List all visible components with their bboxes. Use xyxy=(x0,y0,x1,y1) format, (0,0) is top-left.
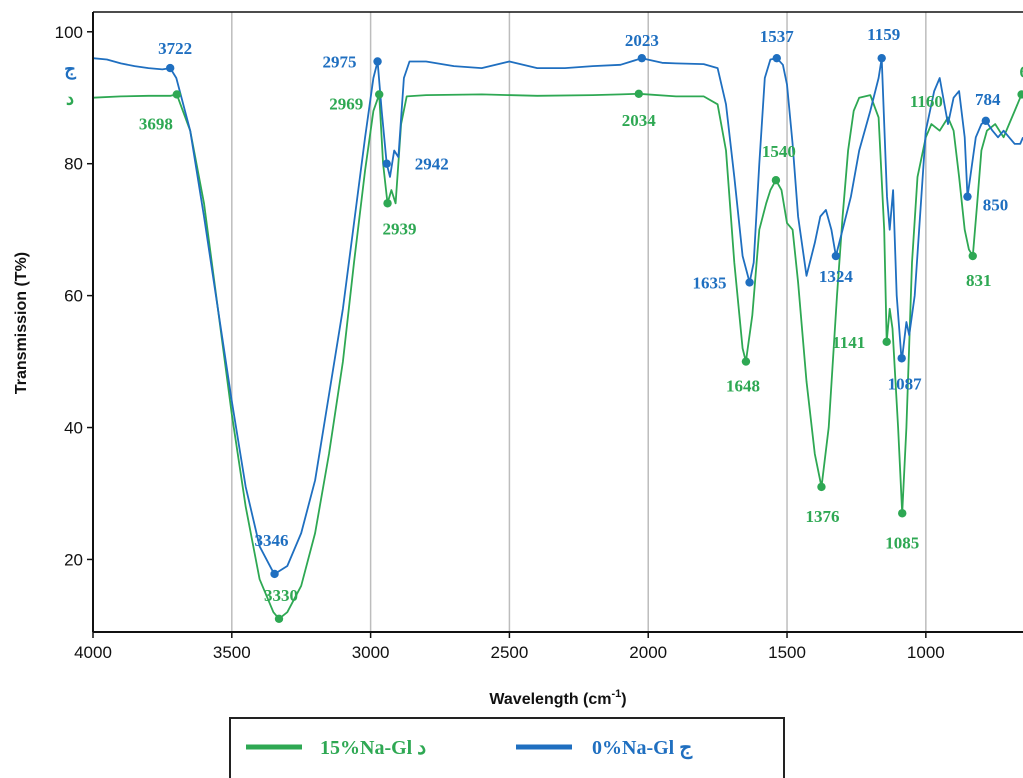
peak-label-3698: 3698 xyxy=(139,114,173,133)
grid xyxy=(231,12,927,632)
peak-marker-2 xyxy=(373,57,382,66)
y-tick-label: 20 xyxy=(64,550,83,569)
peak-label-1648: 1648 xyxy=(726,377,760,396)
peak-label-1635: 1635 xyxy=(693,273,727,292)
legend-label-15pct: 15%Na-Gl د xyxy=(320,737,426,759)
peak-marker-19 xyxy=(817,482,826,492)
peak-label-3330: 3330 xyxy=(264,586,298,605)
peak-marker-16 xyxy=(634,89,643,98)
series-tag-0pct: ج xyxy=(64,59,76,80)
peak-label-2942: 2942 xyxy=(415,155,449,174)
peak-label-1324: 1324 xyxy=(819,267,854,286)
markers-layer xyxy=(165,53,1023,624)
y-tick-label: 80 xyxy=(64,155,83,174)
peak-marker-15 xyxy=(383,199,392,208)
x-tick-label: 3500 xyxy=(213,643,251,662)
x-axis-title: Wavelength (cm-1) xyxy=(489,688,626,708)
peak-marker-12 xyxy=(172,90,182,99)
peak-marker-10 xyxy=(963,192,972,201)
peak-marker-23 xyxy=(1017,90,1023,99)
peak-label-1087: 1087 xyxy=(888,374,923,393)
peak-label-1537: 1537 xyxy=(760,27,795,46)
peak-marker-9 xyxy=(897,354,906,363)
peak-label-1540: 1540 xyxy=(762,142,796,161)
peak-label-1085: 1085 xyxy=(885,533,919,552)
x-tick-label: 2500 xyxy=(491,643,529,662)
y-tick-label: 60 xyxy=(64,287,83,306)
y-tick-label: 40 xyxy=(64,419,83,438)
peak-label-3346: 3346 xyxy=(255,531,289,550)
peak-label-3722: 3722 xyxy=(158,39,192,58)
peak-marker-18 xyxy=(771,175,781,185)
peak-marker-20 xyxy=(882,337,891,346)
peak-marker-11 xyxy=(981,116,990,126)
peak-marker-8 xyxy=(877,53,886,63)
legend: 15%Na-Gl د 0%Na-Gl ج xyxy=(229,717,785,778)
y-axis-title: Transmission (T%) xyxy=(13,252,30,394)
peak-marker-7 xyxy=(831,251,841,261)
peak-label-1159: 1159 xyxy=(867,25,900,44)
peak-marker-1 xyxy=(270,569,279,579)
peak-marker-0 xyxy=(165,63,175,73)
legend-box xyxy=(229,717,785,778)
peak-marker-6 xyxy=(772,53,781,63)
peak-marker-13 xyxy=(274,614,284,624)
series-tag-15pct: د xyxy=(66,89,74,110)
peak-label-2975: 2975 xyxy=(323,52,357,71)
peak-label-1160: 1160 xyxy=(910,92,943,111)
peak-marker-22 xyxy=(968,251,977,261)
peak-label-2034: 2034 xyxy=(622,111,657,130)
peak-marker-21 xyxy=(898,509,907,518)
peak-label-1141: 1141 xyxy=(832,333,865,352)
series-tags: جد xyxy=(64,59,76,110)
series-line-0 xyxy=(92,90,1023,620)
legend-label-0pct: 0%Na-Gl ج xyxy=(592,737,693,760)
x-tick-label: 1500 xyxy=(768,643,806,662)
peak-marker-3 xyxy=(382,159,391,168)
peak-marker-14 xyxy=(375,90,384,99)
peak-label-2969: 2969 xyxy=(329,94,363,113)
peak-marker-4 xyxy=(637,53,647,63)
x-tick-label: 3000 xyxy=(352,643,390,662)
tick-labels: 4000 3500 3000 2500 2000 1500 1000 20 40 60 80 100 xyxy=(55,23,945,662)
x-tick-label: 4000 xyxy=(74,643,112,662)
peak-label-2023: 2023 xyxy=(625,31,659,50)
peak-label-831: 831 xyxy=(966,271,992,290)
x-tick-label: 1000 xyxy=(907,643,945,662)
y-tick-label: 100 xyxy=(55,23,83,42)
peak-labels: 3722 3346 2975 2942 2023 1635 1537 1324 1159 1087… xyxy=(139,25,1023,605)
peak-label-784: 784 xyxy=(975,90,1001,109)
peak-label-850: 850 xyxy=(983,196,1009,215)
peak-marker-5 xyxy=(745,278,754,287)
peak-label-1376: 1376 xyxy=(805,507,839,526)
peak-marker-17 xyxy=(741,357,751,366)
peak-label-628: 628 xyxy=(1019,63,1023,82)
x-tick-label: 2000 xyxy=(629,643,667,662)
peak-label-2939: 2939 xyxy=(383,219,417,238)
axes xyxy=(87,11,1023,638)
